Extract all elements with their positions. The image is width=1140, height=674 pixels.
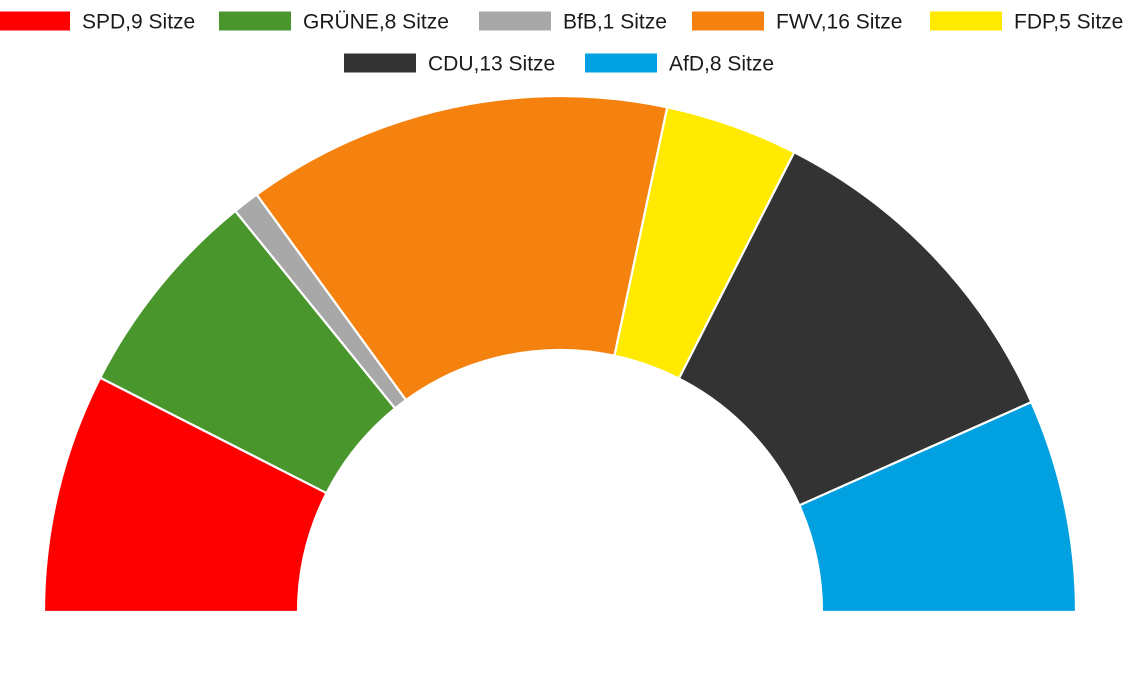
legend-swatch-spd — [0, 11, 70, 31]
legend-label-fwv: FWV,16 Sitze — [776, 11, 902, 34]
legend: SPD,9 Sitze GRÜNE,8 Sitze BfB,1 Sitze FWV,1… — [0, 11, 1123, 76]
legend-swatch-fwv — [692, 11, 764, 31]
legend-label-afd: AfD,8 Sitze — [669, 53, 774, 76]
legend-swatch-cdu — [344, 53, 416, 73]
slice-fwv — [255, 94, 669, 402]
legend-swatch-bfb — [479, 11, 551, 31]
legend-item-afd: AfD,8 Sitze — [585, 53, 774, 76]
legend-item-bfb: BfB,1 Sitze — [479, 11, 667, 34]
legend-swatch-gruene — [219, 11, 291, 31]
legend-item-fwv: FWV,16 Sitze — [692, 11, 902, 34]
legend-item-spd: SPD,9 Sitze — [0, 11, 195, 34]
legend-label-gruene: GRÜNE,8 Sitze — [303, 11, 449, 34]
slice-afd — [797, 400, 1078, 614]
legend-label-bfb: BfB,1 Sitze — [563, 11, 667, 34]
legend-swatch-fdp — [930, 11, 1002, 31]
legend-swatch-afd — [585, 53, 657, 73]
legend-label-cdu: CDU,13 Sitze — [428, 53, 555, 76]
legend-item-gruene: GRÜNE,8 Sitze — [219, 11, 449, 34]
legend-label-spd: SPD,9 Sitze — [82, 11, 195, 34]
legend-item-fdp: FDP,5 Sitze — [930, 11, 1123, 34]
legend-label-fdp: FDP,5 Sitze — [1014, 11, 1123, 34]
seat-arcs — [42, 94, 1078, 614]
legend-item-cdu: CDU,13 Sitze — [344, 53, 555, 76]
slice-cdu — [677, 150, 1033, 507]
